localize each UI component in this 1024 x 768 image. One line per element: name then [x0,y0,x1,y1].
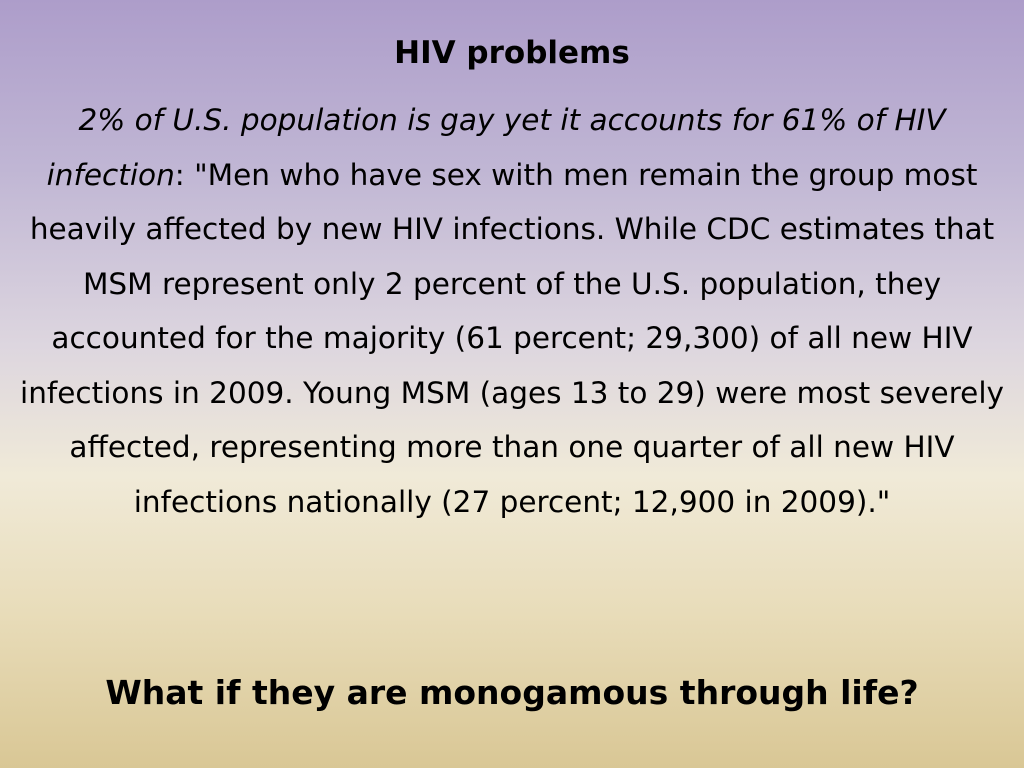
lead-colon: : [174,157,185,192]
slide-title: HIV problems [394,35,630,71]
lead-statement: 2% of U.S. population is gay yet it acco… [46,103,946,192]
slide-body-text: 2% of U.S. population is gay yet it acco… [14,93,1010,529]
cdc-quote: "Men who have sex with men remain the gr… [20,157,1004,519]
closing-question: What if they are monogamous through life… [105,673,919,712]
